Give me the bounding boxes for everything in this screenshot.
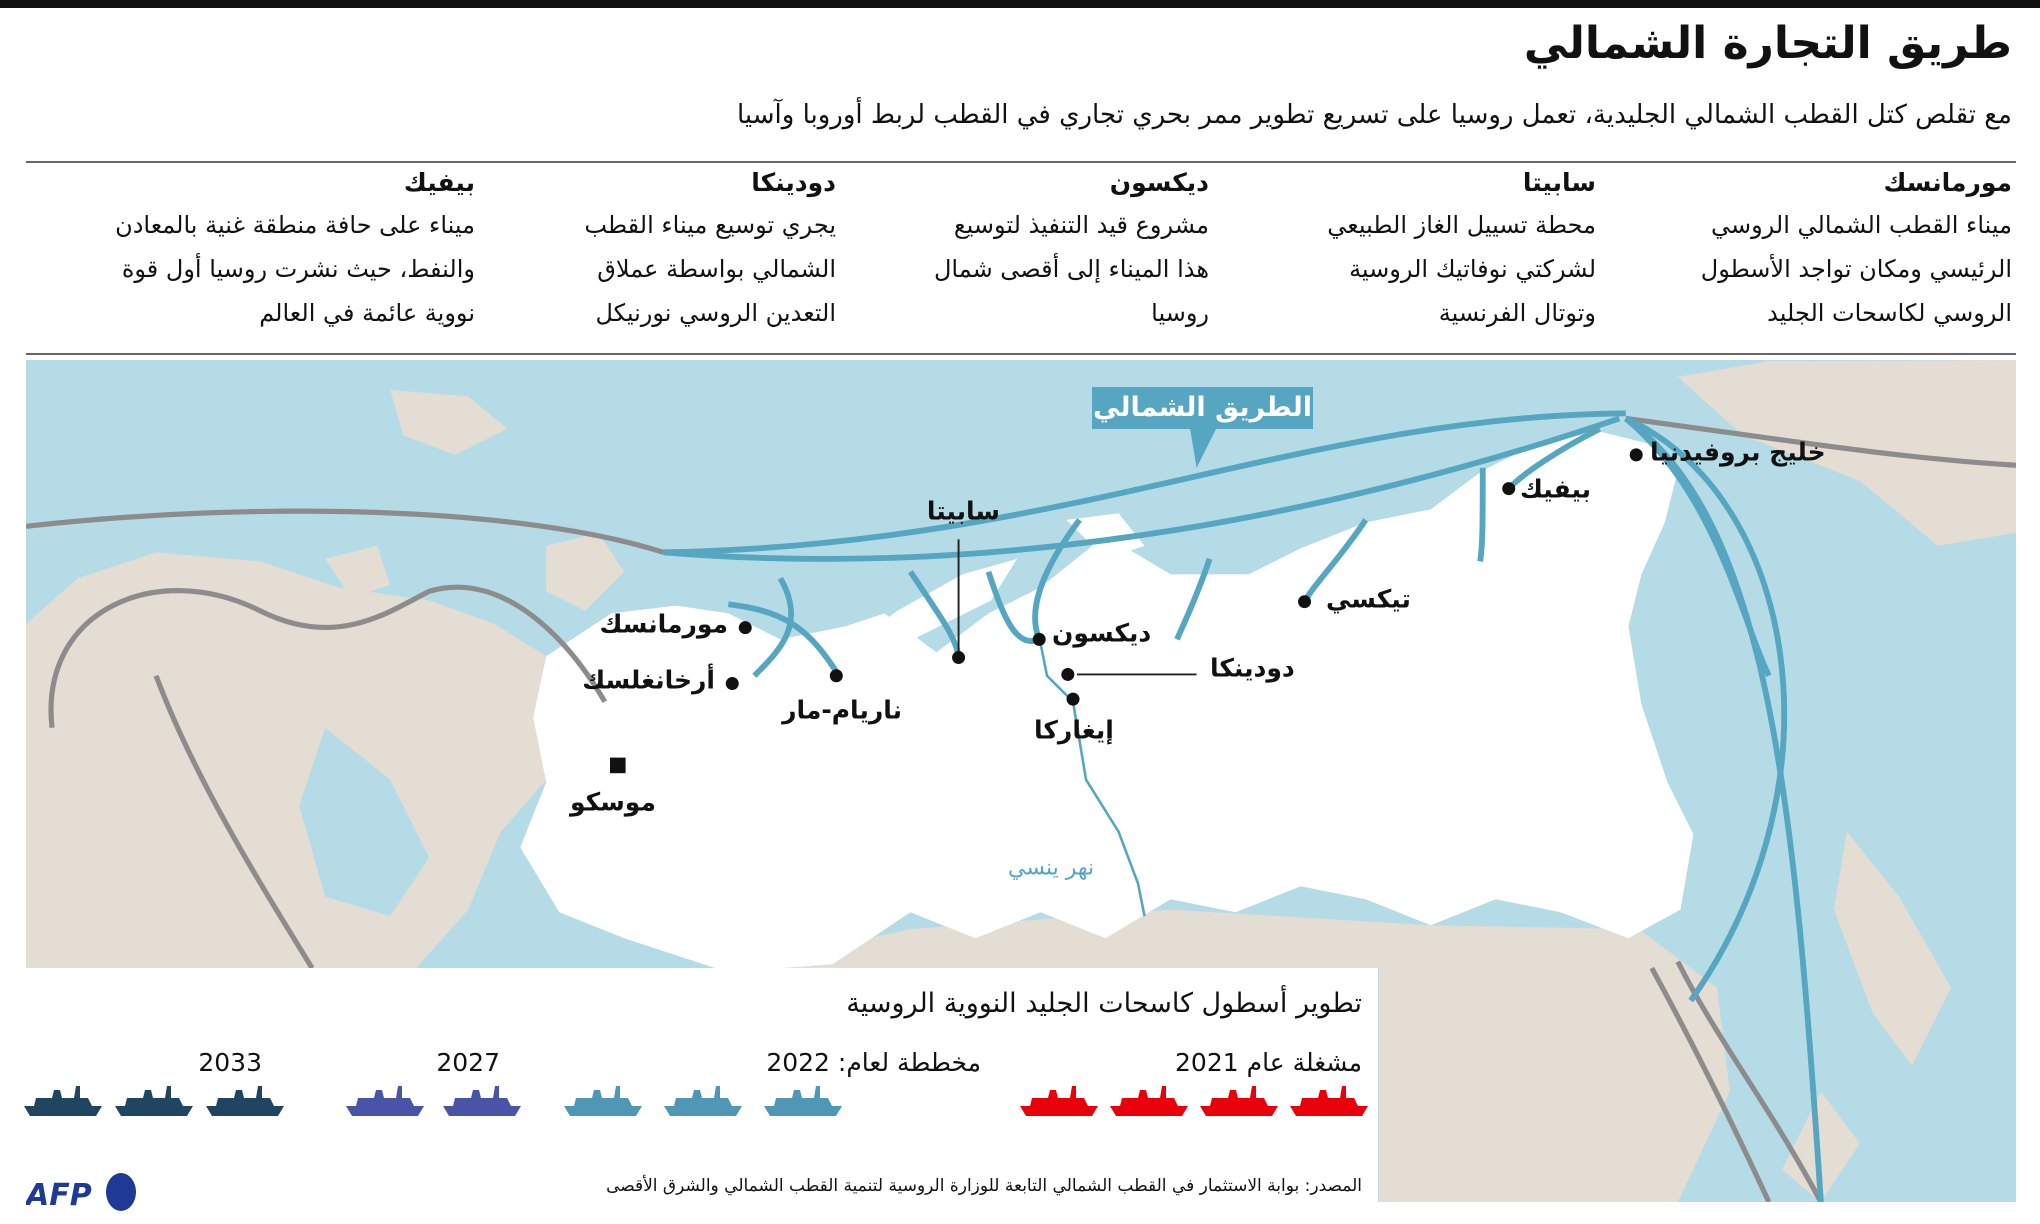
legend-label-2027: 2027 [436, 1048, 500, 1077]
label-sabetta: سابيتا [926, 496, 1000, 526]
legend-title: تطوير أسطول كاسحات الجليد النووية الروسي… [846, 988, 1362, 1019]
icebreaker-ship-icon [662, 1082, 744, 1122]
route-label-pointer [1190, 428, 1217, 468]
column-text: الروسي لكاسحات الجليد [1767, 299, 2012, 327]
divider [26, 161, 2016, 163]
column-text: مشروع قيد التنفيذ لتوسيع [953, 211, 1209, 239]
column-heading: ديكسون [1109, 168, 1209, 197]
label-tiksi: تيكسي [1326, 584, 1411, 614]
other-land [26, 360, 2016, 1202]
icebreaker-ship-icon [22, 1082, 104, 1122]
afp-logo: AFP [24, 1172, 141, 1216]
legend-label-2022: مخططة لعام: 2022 [766, 1048, 981, 1077]
divider [26, 353, 2016, 355]
column-text: التعدين الروسي نورنيكل [595, 299, 836, 327]
label-provideniya: خليج بروفيدنيا [1650, 437, 1826, 467]
source-note: المصدر: بوابة الاستثمار في القطب الشمالي… [606, 1176, 1362, 1196]
icebreaker-legend [26, 968, 1378, 1202]
novaya-zemlya [845, 558, 1018, 666]
column-text: نووية عائمة في العالم [259, 299, 475, 327]
column-text: روسيا [1151, 299, 1209, 327]
column-text: لشركتي نوفاتيك الروسية [1349, 255, 1596, 283]
column-heading: مورمانسك [1883, 168, 2012, 197]
severnaya-zemlya [1066, 513, 1145, 559]
info-column-dudinka: دودينكا يجري توسيع ميناء القطب الشمالي ب… [446, 168, 836, 335]
icebreaker-ship-icon [1108, 1082, 1190, 1122]
label-dikson: ديكسون [1052, 618, 1152, 648]
icebreaker-ship-icon [113, 1082, 195, 1122]
column-text: يجري توسيع ميناء القطب [584, 211, 836, 239]
top-bar [0, 0, 2040, 8]
russia [520, 431, 1694, 969]
column-text: وتوتال الفرنسية [1438, 299, 1596, 327]
icebreaker-ship-icon [344, 1082, 426, 1122]
afp-logo-text: AFP [26, 1178, 92, 1212]
northern-sea-route [663, 410, 1824, 1202]
info-column-sabetta: سابيتا محطة تسييل الغاز الطبيعي لشركتي ن… [1206, 168, 1596, 335]
icebreaker-ship-icon [1018, 1082, 1100, 1122]
column-text: والنفط، حيث نشرت روسيا أول قوة [121, 255, 475, 283]
column-text: ميناء على حافة منطقة غنية بالمعادن [115, 211, 475, 239]
legend-label-2021: مشغلة عام 2021 [1175, 1048, 1362, 1077]
icebreaker-ship-icon [441, 1082, 523, 1122]
label-igarka: إيغاركا [1034, 715, 1114, 745]
subtitle: مع تقلص كتل القطب الشمالي الجليدية، تعمل… [736, 100, 2012, 130]
label-naryan-mar: ناريام-مار [782, 695, 902, 725]
other-routes [26, 415, 2016, 1202]
port-markers [609, 448, 1643, 774]
column-heading: بيفيك [403, 168, 475, 197]
column-text: ميناء القطب الشمالي الروسي [1710, 211, 2012, 239]
label-yenisei: نهر ينسي [1008, 855, 1095, 881]
yenisei-river [1039, 643, 1146, 917]
baltic-sea [299, 727, 430, 917]
label-arkhangelsk: أرخانغلسك [582, 665, 715, 695]
icebreaker-ship-icon [1198, 1082, 1280, 1122]
column-text: محطة تسييل الغاز الطبيعي [1327, 211, 1596, 239]
legend-label-2033: 2033 [198, 1048, 262, 1077]
label-pevek: بيفيك [1520, 474, 1592, 504]
info-column-dikson: ديكسون مشروع قيد التنفيذ لتوسيع هذا المي… [819, 168, 1209, 335]
northern-route-label: الطريق الشمالي [1092, 387, 1313, 429]
page-title: طريق التجارة الشمالي [1523, 18, 2012, 69]
info-column-murmansk: مورمانسك ميناء القطب الشمالي الروسي الرئ… [1622, 168, 2012, 335]
icebreaker-ship-icon [762, 1082, 844, 1122]
column-text: الشمالي بواسطة عملاق [597, 255, 836, 283]
column-text: الرئيسي ومكان تواجد الأسطول [1700, 255, 2012, 283]
icebreaker-ship-icon [204, 1082, 286, 1122]
label-moscow: موسكو [570, 787, 656, 817]
column-heading: سابيتا [1522, 168, 1596, 197]
label-dudinka: دودينكا [1210, 653, 1295, 683]
column-heading: دودينكا [751, 168, 836, 197]
label-murmansk: مورمانسك [599, 609, 728, 639]
column-text: هذا الميناء إلى أقصى شمال [933, 255, 1209, 283]
icebreaker-ship-icon [1288, 1082, 1370, 1122]
info-column-pevek: بيفيك ميناء على حافة منطقة غنية بالمعادن… [25, 168, 475, 335]
icebreaker-ship-icon [562, 1082, 644, 1122]
